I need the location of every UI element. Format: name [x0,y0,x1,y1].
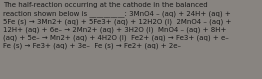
Text: The half-reaction occurring at the cathode in the balanced
reaction shown below : The half-reaction occurring at the catho… [3,2,232,49]
